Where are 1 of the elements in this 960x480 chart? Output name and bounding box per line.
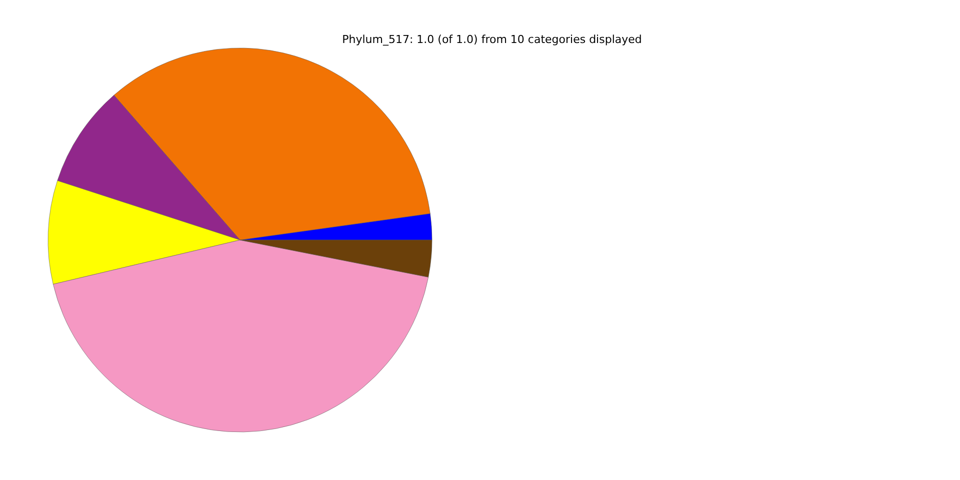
text: Phylum_517: 1.0 (of 1.0) from 10 categories displayed	[342, 33, 642, 46]
